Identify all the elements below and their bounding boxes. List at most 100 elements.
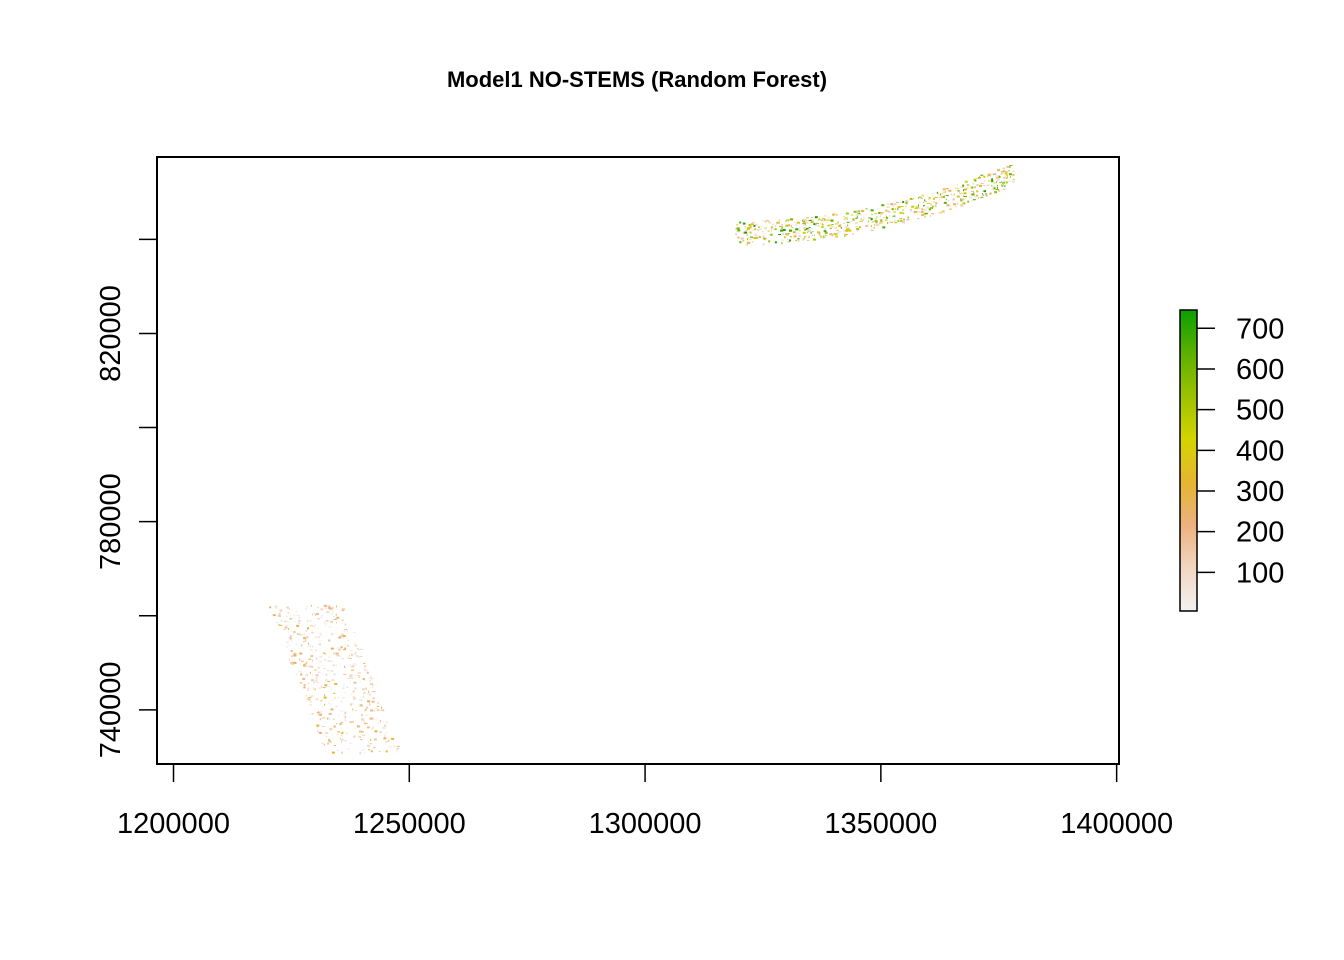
raster-cell <box>787 219 789 222</box>
raster-cell <box>322 673 324 675</box>
raster-cell <box>297 622 300 624</box>
raster-cell <box>342 637 344 639</box>
raster-cell <box>954 187 956 189</box>
raster-cell <box>780 229 783 232</box>
raster-cell <box>971 193 975 196</box>
raster-cell <box>322 668 326 669</box>
raster-cell <box>960 186 962 188</box>
raster-cell <box>857 212 861 214</box>
raster-cell <box>312 613 315 615</box>
raster-cell <box>886 216 887 218</box>
raster-cell <box>912 205 914 206</box>
raster-cell <box>996 177 999 179</box>
raster-cell <box>336 622 337 624</box>
raster-cell <box>887 222 889 225</box>
raster-cell <box>355 646 357 647</box>
raster-cell <box>970 197 973 199</box>
raster-cell <box>314 669 317 671</box>
raster-cell <box>306 697 310 700</box>
raster-cell <box>960 204 964 207</box>
raster-cell <box>807 222 809 224</box>
raster-cell <box>308 697 312 699</box>
raster-cell <box>897 219 900 222</box>
raster-cell <box>897 208 899 211</box>
raster-cell <box>311 630 313 632</box>
raster-cell <box>370 709 374 712</box>
raster-cell <box>788 219 791 221</box>
legend-tick-label: 500 <box>1236 395 1284 427</box>
raster-cell <box>338 648 341 651</box>
raster-cell <box>799 229 801 232</box>
raster-cell <box>275 605 279 607</box>
raster-cell <box>792 231 796 234</box>
x-tick-label: 1350000 <box>824 808 937 840</box>
raster-cell <box>870 218 873 221</box>
raster-cell <box>276 612 278 614</box>
raster-cell <box>789 236 792 238</box>
raster-cell <box>363 723 366 725</box>
raster-cell <box>948 208 952 210</box>
raster-cell <box>747 238 748 241</box>
raster-cell <box>333 652 337 655</box>
raster-cell <box>360 739 363 741</box>
raster-cell <box>335 617 338 619</box>
raster-cell <box>283 628 287 630</box>
raster-cell <box>1003 177 1006 179</box>
raster-cell <box>987 173 991 176</box>
raster-cell <box>303 633 306 635</box>
raster-cell <box>328 626 332 628</box>
raster-cell <box>909 209 912 211</box>
raster-cell <box>812 237 815 239</box>
raster-cell <box>346 732 348 734</box>
raster-cell <box>918 196 922 198</box>
raster-cell <box>332 664 334 667</box>
raster-cell <box>814 216 818 219</box>
raster-cell <box>838 225 842 227</box>
raster-cell <box>316 726 320 729</box>
raster-cell <box>805 219 808 222</box>
raster-cell <box>317 730 319 733</box>
raster-cell <box>744 231 748 234</box>
raster-cell <box>829 224 832 226</box>
raster-cell <box>306 606 308 608</box>
raster-cell <box>330 708 334 711</box>
raster-cell <box>989 193 991 195</box>
raster-cell <box>385 721 388 724</box>
raster-cell <box>285 606 288 609</box>
raster-cell <box>308 665 312 668</box>
raster-cell <box>316 657 318 660</box>
raster-cell <box>938 196 940 198</box>
raster-cell <box>846 221 850 223</box>
raster-cell <box>362 734 366 736</box>
raster-cell <box>323 696 327 699</box>
raster-cell <box>368 749 370 751</box>
raster-cell <box>293 655 297 657</box>
raster-cell <box>799 238 801 240</box>
raster-cell <box>751 227 752 230</box>
raster-cell <box>819 222 822 225</box>
raster-cell <box>366 706 369 709</box>
raster-cell <box>319 718 321 721</box>
raster-cell <box>754 228 757 231</box>
raster-cell <box>956 195 960 198</box>
raster-cell <box>963 192 967 195</box>
raster-cell <box>308 658 312 660</box>
raster-cell <box>789 239 791 242</box>
raster-cell <box>391 747 393 749</box>
raster-cell <box>874 220 878 223</box>
raster-cell <box>804 235 807 237</box>
raster-cell <box>850 220 853 223</box>
raster-cell <box>946 195 950 197</box>
raster-cell <box>867 223 869 226</box>
raster-cell <box>358 656 360 659</box>
raster-cell <box>303 641 305 642</box>
raster-cell <box>369 693 371 696</box>
raster-cell <box>784 237 786 239</box>
raster-cell <box>307 620 309 622</box>
raster-cell <box>328 639 331 642</box>
raster-cell <box>1004 185 1006 188</box>
raster-cell <box>319 633 322 635</box>
raster-cell <box>822 236 824 238</box>
raster-cell <box>969 184 971 187</box>
